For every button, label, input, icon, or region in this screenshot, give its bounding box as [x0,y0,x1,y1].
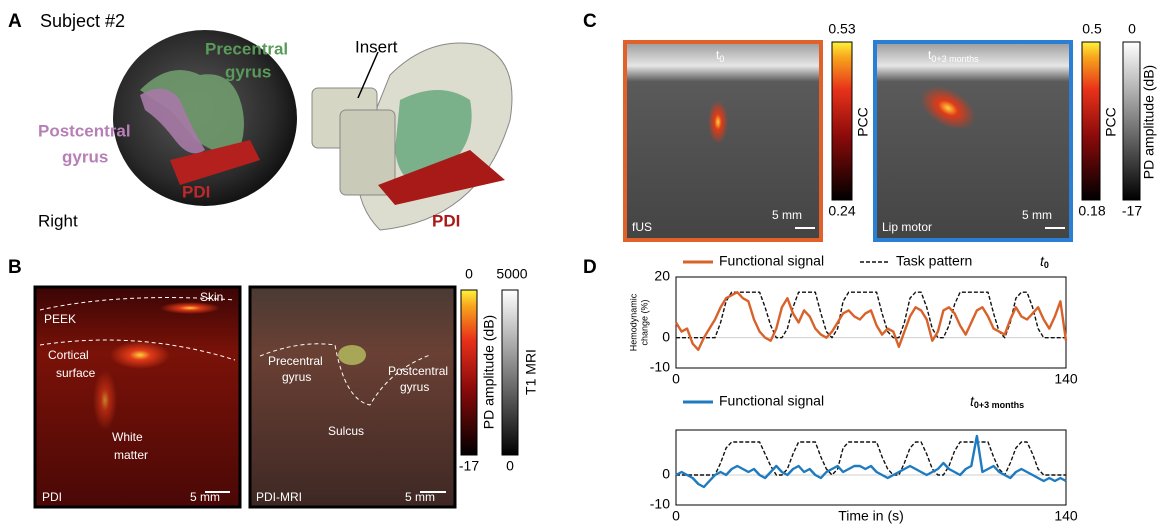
colorbar [1123,42,1140,200]
colorbar [502,290,518,455]
pdi-label: PDI [432,211,460,230]
image-label: gyrus [282,370,311,384]
device-render [312,43,512,230]
y-tick-label: -10 [650,359,670,375]
scale-label: 5 mm [772,208,802,222]
task-line [676,442,1066,475]
colorbar-min: 0 [506,458,514,474]
region-label: gyrus [225,62,271,81]
region-label: gyrus [62,147,108,166]
signal-line [676,292,1066,350]
scale-label: 5 mm [190,490,220,504]
image-label: Postcentral [388,364,448,378]
colorbar-max: 0 [1128,21,1136,37]
panel-letter: B [8,257,22,278]
image-label: PEEK [44,312,76,326]
legend-label: Task pattern [896,253,972,269]
image-label: Cortical [48,348,89,362]
pdi-mri-image [250,287,455,507]
scale-label: 5 mm [405,490,435,504]
panel-letter: D [583,257,597,278]
device-label: Insert [355,37,398,56]
image-label: White [112,430,143,444]
image-label: PDI-MRI [256,490,302,504]
colorbar-label: PD amplitude (dB) [481,315,497,429]
colorbar-label: PD amplitude (dB) [1141,65,1157,179]
panel-letter: A [8,11,22,32]
time-label: t0+3 months [970,393,1024,411]
colorbar-label: PCC [1103,107,1119,137]
colorbar [1082,42,1100,200]
legend-label: Functional signal [719,253,824,269]
x-axis-label: Time in (s) [838,508,904,524]
image-label: fUS [632,220,652,234]
figure: A Subject #2 Precentral gyrus Postcentra… [0,0,1158,526]
y-tick-label: -10 [650,496,670,512]
pdi-label: PDI [182,182,210,201]
colorbar-min: -17 [1122,203,1142,219]
colorbar-max: 0.53 [828,21,855,37]
signal-line [676,436,1066,487]
colorbar-max: 0.5 [1082,21,1102,37]
x-tick-label: 140 [1054,508,1078,524]
panel-title: Subject #2 [40,11,125,31]
time-sub: 0+3 months [931,54,979,64]
colorbar-min: 0.18 [1078,203,1105,219]
task-line [676,292,1066,338]
time-sub: 0 [719,54,724,64]
side-label: Right [38,211,78,230]
y-axis-label: change (%) [639,299,649,345]
image-label: surface [56,366,96,380]
time-sub: 0 [1044,260,1049,270]
scale-label: 5 mm [1022,208,1052,222]
x-tick-label: 0 [672,371,680,387]
colorbar-label: T1 MRI [523,349,539,395]
x-tick-label: 140 [1054,371,1078,387]
plot-frame [676,277,1066,368]
y-tick-label: 0 [662,328,670,344]
image-label: Skin [200,290,223,304]
time-label: t0 [1040,253,1049,271]
image-label: Precentral [268,354,323,368]
image-label: matter [114,448,148,462]
colorbar-min: -17 [459,458,479,474]
image-label: gyrus [400,380,429,394]
colorbar [832,42,852,200]
x-tick-label: 0 [672,508,680,524]
colorbar [461,290,477,455]
colorbar-max: 0 [465,266,473,282]
image-label: Lip motor [882,220,932,234]
region-label: Postcentral [38,121,131,140]
y-tick-label: 0 [662,466,670,482]
colorbar-max: 5000 [496,266,527,282]
y-tick-label: 20 [654,268,670,284]
time-sub: 0+3 months [974,400,1024,410]
y-axis-label: Hemodynamic [628,293,638,351]
region-label: Precentral [205,39,288,58]
image-label: Sulcus [328,424,364,438]
colorbar-min: 0.24 [828,203,855,219]
panel-letter: C [583,11,597,32]
colorbar-label: PCC [855,107,871,137]
legend-label: Functional signal [719,393,824,409]
image-label: PDI [42,490,62,504]
